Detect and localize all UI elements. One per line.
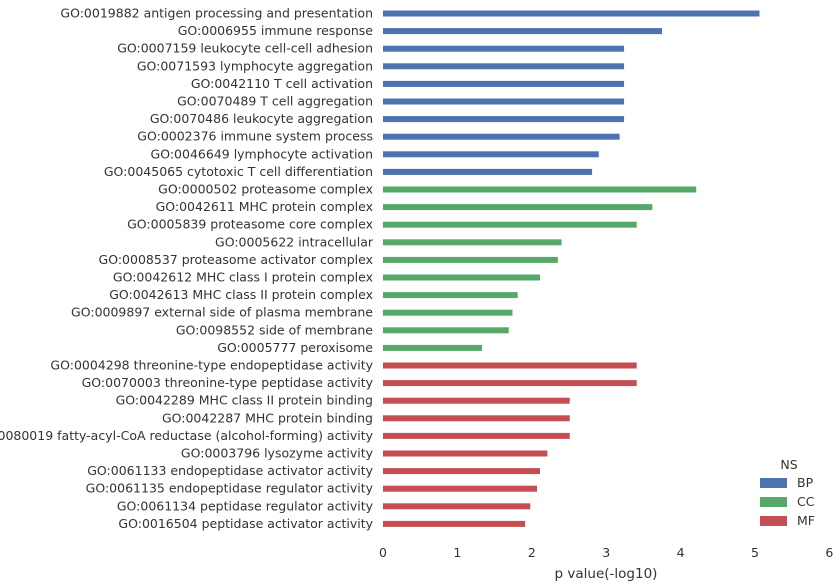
bar-mf <box>383 380 637 387</box>
bar-bp <box>383 63 625 70</box>
x-axis: 0 1 2 3 4 5 6 <box>379 545 833 560</box>
bar-bp <box>383 10 760 17</box>
category-label: GO:0061134 peptidase regulator activity <box>117 498 374 513</box>
category-label: GO:0003796 lysozyme activity <box>181 446 374 461</box>
x-tick-label: 3 <box>602 545 610 560</box>
legend-swatch-bp <box>760 478 787 488</box>
category-label: GO:0002376 immune system process <box>137 129 373 144</box>
bar-bp <box>383 28 662 35</box>
bar-mf <box>383 450 548 457</box>
category-label: GO:0042110 T cell activation <box>191 76 373 91</box>
category-label: GO:0005622 intracellular <box>215 234 374 249</box>
category-label: GO:0008537 proteasome activator complex <box>99 252 373 267</box>
category-label: GO:0000502 proteasome complex <box>158 182 373 197</box>
bar-mf <box>383 468 540 475</box>
legend-swatch-mf <box>760 516 787 526</box>
x-tick-label: 6 <box>825 545 833 560</box>
legend-title: NS <box>780 457 797 472</box>
category-label: GO:0042289 MHC class II protein binding <box>116 393 373 408</box>
bar-bp <box>383 98 625 105</box>
bar-cc <box>383 327 509 334</box>
category-label: GO:0080019 fatty-acyl-CoA reductase (alc… <box>0 428 374 443</box>
bar-mf <box>383 503 531 510</box>
bar-mf <box>383 397 570 404</box>
category-label: GO:0061133 endopeptidase activator activ… <box>87 463 373 478</box>
category-label: GO:0042613 MHC class II protein complex <box>109 287 373 302</box>
x-tick-label: 4 <box>677 545 685 560</box>
category-label: GO:0004298 threonine-type endopeptidase … <box>50 358 373 373</box>
category-label: GO:0070003 threonine-type peptidase acti… <box>82 375 374 390</box>
bar-bp <box>383 151 599 158</box>
category-label: GO:0005839 proteasome core complex <box>127 217 373 232</box>
category-label: GO:0019882 antigen processing and presen… <box>60 6 373 21</box>
bar-cc <box>383 239 562 246</box>
bars <box>383 10 760 527</box>
category-label: GO:0070489 T cell aggregation <box>177 94 373 109</box>
bar-mf <box>383 520 526 527</box>
bar-cc <box>383 274 540 281</box>
category-label: GO:0016504 peptidase activator activity <box>118 516 373 531</box>
bar-cc <box>383 256 558 263</box>
bar-cc <box>383 344 482 351</box>
bar-bp <box>383 133 620 140</box>
category-labels: GO:0019882 antigen processing and presen… <box>0 6 374 531</box>
x-tick-label: 0 <box>379 545 387 560</box>
category-label: GO:0098552 side of membrane <box>176 322 373 337</box>
legend-label: CC <box>797 494 815 509</box>
category-label: GO:0042287 MHC protein binding <box>162 410 373 425</box>
bar-cc <box>383 186 697 193</box>
x-tick-label: 5 <box>751 545 759 560</box>
category-label: GO:0046649 lymphocyte activation <box>151 146 373 161</box>
bar-mf <box>383 432 570 439</box>
category-label: GO:0007159 leukocyte cell-cell adhesion <box>117 41 373 56</box>
bar-mf <box>383 362 637 369</box>
category-label: GO:0006955 immune response <box>178 23 374 38</box>
x-tick-label: 1 <box>453 545 461 560</box>
legend-label: BP <box>797 475 814 490</box>
bar-bp <box>383 116 625 123</box>
bar-bp <box>383 80 625 87</box>
category-label: GO:0042611 MHC protein complex <box>156 199 373 214</box>
category-label: GO:0070486 leukocyte aggregation <box>150 111 373 126</box>
bar-mf <box>383 485 538 492</box>
bar-cc <box>383 292 518 299</box>
category-label: GO:0009897 external side of plasma membr… <box>71 305 373 320</box>
bar-cc <box>383 221 637 228</box>
category-label: GO:0042612 MHC class I protein complex <box>113 270 373 285</box>
bar-cc <box>383 204 653 211</box>
legend-swatch-cc <box>760 497 787 507</box>
category-label: GO:0061135 endopeptidase regulator activ… <box>86 481 374 496</box>
category-label: GO:0071593 lymphocyte aggregation <box>137 58 373 73</box>
bar-bp <box>383 168 593 175</box>
bar-cc <box>383 309 513 316</box>
x-axis-label: p value(-log10) <box>555 566 658 582</box>
legend-label: MF <box>797 513 815 528</box>
bar-mf <box>383 415 570 422</box>
x-tick-label: 2 <box>528 545 536 560</box>
bar-bp <box>383 45 625 52</box>
category-label: GO:0045065 cytotoxic T cell differentiat… <box>104 164 373 179</box>
category-label: GO:0005777 peroxisome <box>217 340 373 355</box>
